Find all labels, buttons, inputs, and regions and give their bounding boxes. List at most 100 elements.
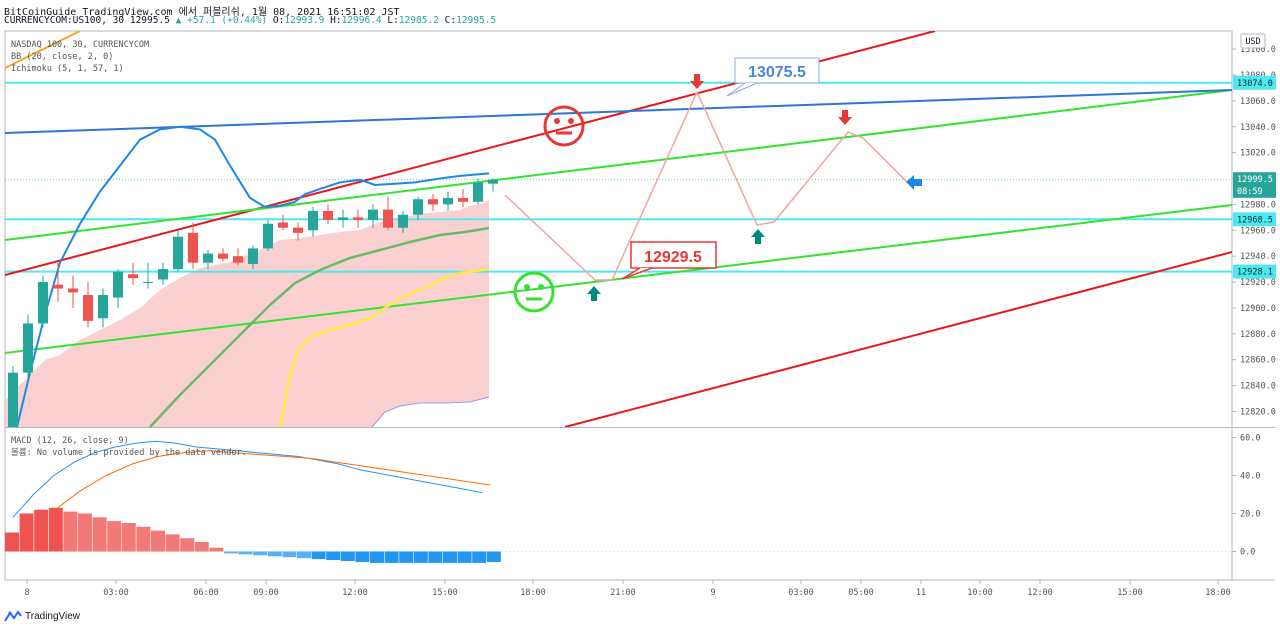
macd-histogram-bar xyxy=(457,551,472,563)
symbol-label: CURRENCYCOM:US100, 30 xyxy=(4,15,125,26)
face-outline xyxy=(543,105,585,147)
macd-histogram-bar xyxy=(297,551,311,559)
candle-body xyxy=(458,197,468,202)
time-tick-label: 12:00 xyxy=(1027,588,1053,598)
green-channel-middle[interactable] xyxy=(5,204,1232,354)
price-tick-label: 12860.0 xyxy=(1240,356,1276,366)
candle xyxy=(248,245,258,270)
callout-high-box[interactable] xyxy=(734,57,820,84)
arrow-up-icon xyxy=(587,286,601,301)
candle xyxy=(98,288,108,328)
price-tick-label: 12880.0 xyxy=(1240,330,1276,340)
orange-trend-line[interactable] xyxy=(5,31,81,69)
candle xyxy=(443,191,453,211)
green-channel-upper[interactable] xyxy=(5,89,1232,241)
macd-histogram-bar xyxy=(78,513,92,552)
time-tick-label: 18:00 xyxy=(520,588,546,598)
candle-body xyxy=(473,182,483,202)
macd-histogram-bar xyxy=(121,523,136,552)
macd-histogram-bar xyxy=(355,551,370,562)
face-eye xyxy=(568,118,574,124)
time-tick-label: 11 xyxy=(916,588,926,598)
macd-histogram-bar xyxy=(34,509,49,552)
main-pane[interactable]: 13075.5 12929.5 xyxy=(5,31,1232,427)
time-tick-label: 21:00 xyxy=(610,588,636,598)
macd-histogram-bar xyxy=(486,551,501,562)
candle xyxy=(113,269,123,308)
candle-body xyxy=(353,217,363,220)
candle xyxy=(203,249,213,270)
arrow-down-icon xyxy=(838,110,852,125)
callout-high-pointer xyxy=(726,82,758,97)
candle-body xyxy=(428,199,438,205)
candle-body xyxy=(443,197,453,205)
time-tick-label: 15:00 xyxy=(432,588,458,598)
macd-histogram-bar xyxy=(267,551,282,557)
macd-histogram-bar xyxy=(443,551,457,563)
macd-tick-label: 20.0 xyxy=(1240,510,1260,520)
brand-label: TradingView xyxy=(25,610,81,622)
price-tick-label: 12960.0 xyxy=(1240,226,1276,236)
indicator-legend-ichimoku: Ichimoku (5, 1, 57, 1) xyxy=(11,64,124,74)
candle-body xyxy=(233,256,243,263)
price-tick-label: 12820.0 xyxy=(1240,407,1276,417)
callout-low-box[interactable] xyxy=(630,241,717,269)
candle-body xyxy=(143,282,153,284)
price-tick-label: 13060.0 xyxy=(1240,97,1276,107)
macd-histogram-bar xyxy=(224,551,238,554)
macd-tick-label: 0.0 xyxy=(1240,548,1255,558)
macd-histogram-bar xyxy=(63,511,78,552)
candle xyxy=(278,214,288,231)
candle-body xyxy=(308,210,318,231)
time-tick-label: 18:00 xyxy=(1205,588,1231,598)
tradingview-brand[interactable]: TradingView xyxy=(4,608,80,624)
candle-body xyxy=(488,179,498,184)
macd-histogram-bar xyxy=(5,532,19,552)
candle xyxy=(398,210,408,233)
currency-button[interactable] xyxy=(1240,33,1266,49)
candle xyxy=(293,222,303,241)
candle xyxy=(473,178,483,205)
candle-body xyxy=(413,199,423,215)
ichimoku-cloud xyxy=(5,200,489,427)
candle xyxy=(143,262,153,289)
candle xyxy=(368,204,378,228)
price-tick-label: 13020.0 xyxy=(1240,149,1276,159)
arrow-down-icon xyxy=(690,74,704,89)
candle-body xyxy=(203,253,213,263)
macd-histogram-bar xyxy=(92,517,107,552)
macd-histogram-bar xyxy=(399,551,414,563)
tradingview-logo-icon xyxy=(4,610,22,622)
candle-body xyxy=(158,269,168,280)
face-eye xyxy=(554,118,560,124)
candle-body xyxy=(173,236,183,270)
candle xyxy=(323,204,333,224)
candle-body xyxy=(293,227,303,233)
macd-histogram-bar xyxy=(238,551,253,555)
ichimoku-span-b xyxy=(371,396,490,427)
price-tag xyxy=(1233,172,1276,187)
projection-path[interactable] xyxy=(504,90,908,281)
red-trend-lower[interactable] xyxy=(564,251,1232,427)
candle-body xyxy=(188,232,198,263)
blue-trend-line[interactable] xyxy=(5,89,1232,134)
macd-histogram-bar xyxy=(472,551,487,563)
macd-pane[interactable] xyxy=(5,440,1232,563)
time-tick-label: 9 xyxy=(710,588,715,598)
macd-histogram-bar xyxy=(136,526,151,552)
macd-histogram-bar xyxy=(151,530,165,552)
candle-body xyxy=(38,282,48,324)
indicator-legend-bb: BB (20, close, 2, 0) xyxy=(11,52,113,62)
candle xyxy=(413,196,423,220)
candle-body xyxy=(8,372,18,427)
candle-body xyxy=(68,288,78,293)
neutral-face-icon xyxy=(543,105,585,147)
face-eye xyxy=(524,284,530,290)
face-outline xyxy=(513,271,555,313)
candle xyxy=(53,262,63,302)
price-tick-label: 12840.0 xyxy=(1240,382,1276,392)
macd-histogram-bar xyxy=(253,551,268,556)
price-tag-label: 12968.5 xyxy=(1237,215,1273,225)
callout-low-pointer xyxy=(621,267,653,280)
